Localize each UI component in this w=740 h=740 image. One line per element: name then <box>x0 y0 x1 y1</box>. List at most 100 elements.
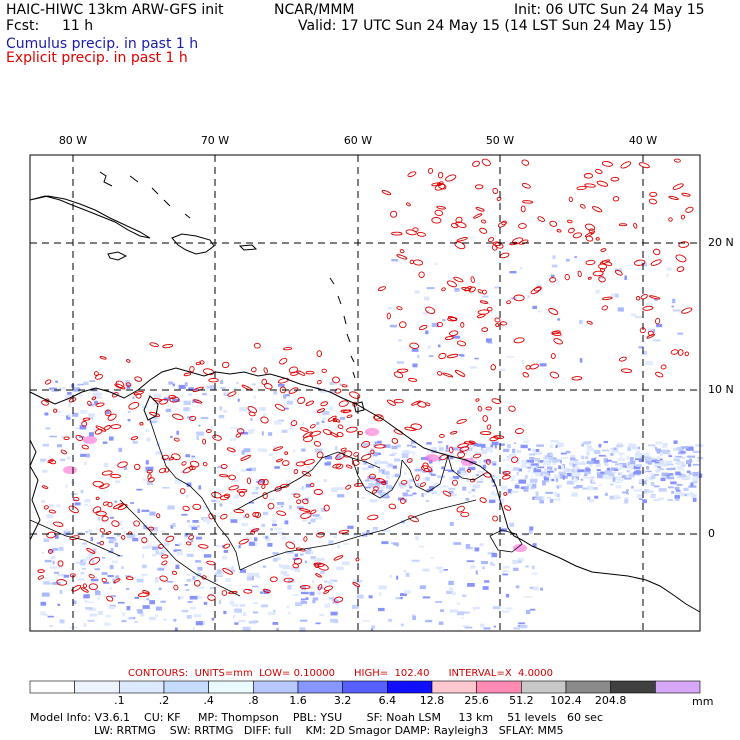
precip-cell <box>387 489 390 494</box>
precip-cell <box>483 459 492 463</box>
precip-cell <box>538 310 542 313</box>
precip-cell <box>689 458 693 463</box>
precip-contour <box>492 187 499 194</box>
precip-cell <box>94 568 100 571</box>
precip-cell <box>296 511 302 514</box>
precip-cell <box>192 576 196 581</box>
precip-contour <box>37 569 45 573</box>
precip-cell <box>624 275 627 280</box>
lon-label-70w: 70 W <box>200 134 230 147</box>
precip-contour <box>556 229 562 233</box>
precip-cell <box>63 574 69 578</box>
precip-cell <box>210 385 215 390</box>
precip-cell <box>231 566 234 570</box>
precip-cell <box>71 493 78 496</box>
precip-cell <box>84 462 87 465</box>
precip-cell <box>145 429 150 432</box>
precip-contour <box>477 289 483 294</box>
precip-cell <box>430 466 434 469</box>
precip-cell <box>222 555 227 560</box>
precip-contour <box>456 340 467 347</box>
precip-cell <box>565 450 571 454</box>
precip-cell <box>312 599 316 604</box>
precip-cell <box>676 447 683 451</box>
precip-cell <box>661 446 668 448</box>
precip-cell <box>241 588 247 590</box>
precip-cell <box>47 615 54 618</box>
precip-cell <box>371 627 374 631</box>
precip-cell <box>518 622 525 625</box>
precip-cell <box>387 307 393 310</box>
precip-cell <box>653 445 657 449</box>
precip-cell <box>374 441 377 446</box>
precip-contour <box>374 444 386 449</box>
precip-cell <box>75 561 80 565</box>
border-col-per <box>119 499 241 597</box>
precip-cell <box>153 413 158 417</box>
precip-cell <box>59 589 63 594</box>
precip-cell <box>636 464 642 467</box>
precip-cell <box>512 559 518 564</box>
precip-contour <box>431 217 442 224</box>
precip-cell <box>141 509 150 512</box>
precip-cell <box>378 490 381 495</box>
precip-cell <box>368 483 374 488</box>
precip-cell <box>186 615 192 619</box>
precip-cell <box>155 451 163 455</box>
precip-contour <box>301 471 312 477</box>
precip-cell <box>336 566 344 571</box>
precip-contour <box>236 488 248 493</box>
precip-cell <box>112 578 116 582</box>
precip-cell <box>511 490 519 493</box>
precip-contour <box>95 510 107 517</box>
precip-cell <box>210 426 213 429</box>
precip-cell <box>398 596 403 600</box>
precip-cell <box>536 283 542 287</box>
precip-cell <box>660 450 669 454</box>
precip-cell <box>626 492 629 495</box>
precip-cell <box>67 391 72 396</box>
precip-cell <box>666 273 669 277</box>
precip-contour <box>173 437 180 442</box>
precip-cell <box>188 387 194 391</box>
precip-cell <box>668 486 674 489</box>
precip-contour <box>513 337 525 344</box>
precip-contour <box>332 419 338 423</box>
precip-cell <box>692 463 700 466</box>
precip-contour <box>310 509 317 514</box>
precip-cell <box>428 469 433 472</box>
precip-cell <box>524 596 532 598</box>
precip-cell <box>57 444 62 448</box>
precip-contour <box>495 322 500 328</box>
precip-cell <box>43 581 50 585</box>
precip-cell <box>368 595 373 599</box>
precip-cell <box>43 577 47 579</box>
precip-cell <box>74 502 81 506</box>
precip-cell <box>84 499 91 503</box>
precip-cell <box>624 499 629 504</box>
precip-cell <box>570 457 576 461</box>
precip-contour <box>586 320 593 325</box>
precip-cell <box>665 475 670 478</box>
precip-cell <box>675 461 682 464</box>
precip-cell <box>301 448 306 452</box>
precip-cell <box>680 461 685 466</box>
precip-contour <box>128 402 140 410</box>
precip-cell <box>277 556 281 561</box>
precip-cell <box>90 536 93 542</box>
precip-cell <box>267 542 273 547</box>
precip-contour <box>46 531 57 539</box>
precip-cell <box>587 445 592 450</box>
lon-label-80w: 80 W <box>58 134 88 147</box>
precip-cell <box>300 598 306 601</box>
precip-cell <box>556 485 560 489</box>
precip-cell <box>661 472 669 477</box>
precip-cell <box>280 564 286 568</box>
precip-cell <box>666 468 672 471</box>
precip-cell <box>611 461 618 463</box>
precip-cell <box>175 544 180 546</box>
precip-cell <box>587 496 591 501</box>
precip-cell <box>593 459 600 464</box>
precip-cell <box>666 463 674 466</box>
precip-contour <box>236 428 245 434</box>
